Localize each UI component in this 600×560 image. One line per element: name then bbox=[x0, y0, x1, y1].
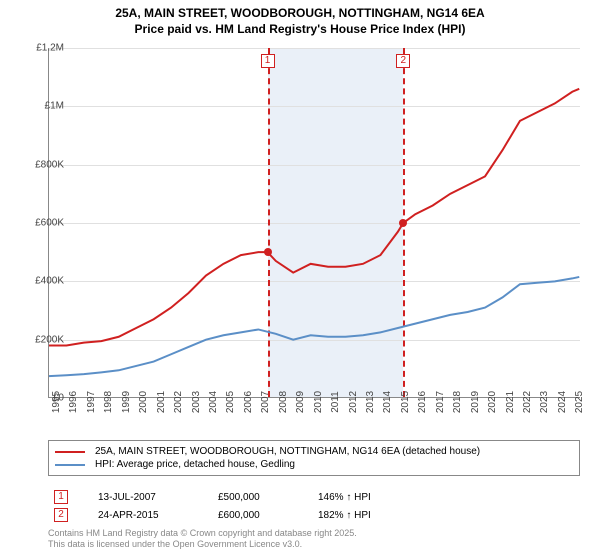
x-tick-label: 2006 bbox=[243, 391, 254, 413]
x-tick-label: 2024 bbox=[557, 391, 568, 413]
legend-label-property: 25A, MAIN STREET, WOODBOROUGH, NOTTINGHA… bbox=[95, 446, 480, 457]
x-tick-label: 2023 bbox=[539, 391, 550, 413]
y-tick-label: £200K bbox=[20, 334, 64, 345]
x-tick-label: 2009 bbox=[295, 391, 306, 413]
x-tick-label: 2008 bbox=[278, 391, 289, 413]
x-tick-label: 1997 bbox=[86, 391, 97, 413]
legend-swatch-property bbox=[55, 451, 85, 453]
x-tick-label: 2014 bbox=[382, 391, 393, 413]
event-marker-1: 1 bbox=[54, 490, 68, 504]
x-tick-label: 2002 bbox=[173, 391, 184, 413]
line-hpi bbox=[49, 277, 579, 376]
x-tick-label: 2005 bbox=[225, 391, 236, 413]
legend-item-hpi: HPI: Average price, detached house, Gedl… bbox=[55, 458, 573, 471]
x-tick-label: 2000 bbox=[138, 391, 149, 413]
event-row-2: 2 24-APR-2015 £600,000 182% ↑ HPI bbox=[54, 506, 574, 524]
event-price-1: £500,000 bbox=[218, 492, 288, 503]
x-tick-label: 2021 bbox=[505, 391, 516, 413]
line-property bbox=[49, 89, 579, 346]
chart-title-line2: Price paid vs. HM Land Registry's House … bbox=[0, 22, 600, 36]
events-table: 1 13-JUL-2007 £500,000 146% ↑ HPI 2 24-A… bbox=[48, 486, 580, 526]
y-tick-label: £400K bbox=[20, 276, 64, 287]
x-tick-label: 2012 bbox=[348, 391, 359, 413]
x-tick-label: 2011 bbox=[330, 391, 341, 413]
event-date-1: 13-JUL-2007 bbox=[98, 492, 188, 503]
footer-line1: Contains HM Land Registry data © Crown c… bbox=[48, 528, 357, 539]
x-tick-label: 2001 bbox=[156, 391, 167, 413]
x-tick-label: 2007 bbox=[260, 391, 271, 413]
event-price-2: £600,000 bbox=[218, 510, 288, 521]
y-tick-label: £1M bbox=[20, 101, 64, 112]
legend-label-hpi: HPI: Average price, detached house, Gedl… bbox=[95, 459, 295, 470]
x-tick-label: 2003 bbox=[191, 391, 202, 413]
event-pct-1: 146% ↑ HPI bbox=[318, 492, 371, 503]
event-row-1: 1 13-JUL-2007 £500,000 146% ↑ HPI bbox=[54, 488, 574, 506]
x-tick-label: 2013 bbox=[365, 391, 376, 413]
x-tick-label: 2017 bbox=[435, 391, 446, 413]
x-tick-label: 2010 bbox=[313, 391, 324, 413]
footer-attribution: Contains HM Land Registry data © Crown c… bbox=[48, 528, 357, 550]
x-tick-label: 2022 bbox=[522, 391, 533, 413]
chart-lines bbox=[49, 48, 580, 397]
chart-title-line1: 25A, MAIN STREET, WOODBOROUGH, NOTTINGHA… bbox=[0, 0, 600, 22]
x-tick-label: 2015 bbox=[400, 391, 411, 413]
x-tick-label: 1996 bbox=[68, 391, 79, 413]
x-tick-label: 2004 bbox=[208, 391, 219, 413]
legend-swatch-hpi bbox=[55, 464, 85, 466]
y-tick-label: £1.2M bbox=[20, 43, 64, 54]
y-tick-label: £800K bbox=[20, 159, 64, 170]
footer-line2: This data is licensed under the Open Gov… bbox=[48, 539, 357, 550]
x-tick-label: 2020 bbox=[487, 391, 498, 413]
legend-item-property: 25A, MAIN STREET, WOODBOROUGH, NOTTINGHA… bbox=[55, 445, 573, 458]
x-tick-label: 1999 bbox=[121, 391, 132, 413]
chart-container: 25A, MAIN STREET, WOODBOROUGH, NOTTINGHA… bbox=[0, 0, 600, 560]
event-marker-2: 2 bbox=[54, 508, 68, 522]
marker-dot-1 bbox=[264, 248, 272, 256]
plot-area: 1 2 bbox=[48, 48, 580, 398]
x-tick-label: 2018 bbox=[452, 391, 463, 413]
legend: 25A, MAIN STREET, WOODBOROUGH, NOTTINGHA… bbox=[48, 440, 580, 476]
event-pct-2: 182% ↑ HPI bbox=[318, 510, 371, 521]
event-date-2: 24-APR-2015 bbox=[98, 510, 188, 521]
x-tick-label: 2019 bbox=[470, 391, 481, 413]
x-tick-label: 2025 bbox=[574, 391, 585, 413]
marker-dot-2 bbox=[399, 219, 407, 227]
x-tick-label: 1995 bbox=[51, 391, 62, 413]
x-tick-label: 1998 bbox=[103, 391, 114, 413]
x-tick-label: 2016 bbox=[417, 391, 428, 413]
y-tick-label: £600K bbox=[20, 218, 64, 229]
